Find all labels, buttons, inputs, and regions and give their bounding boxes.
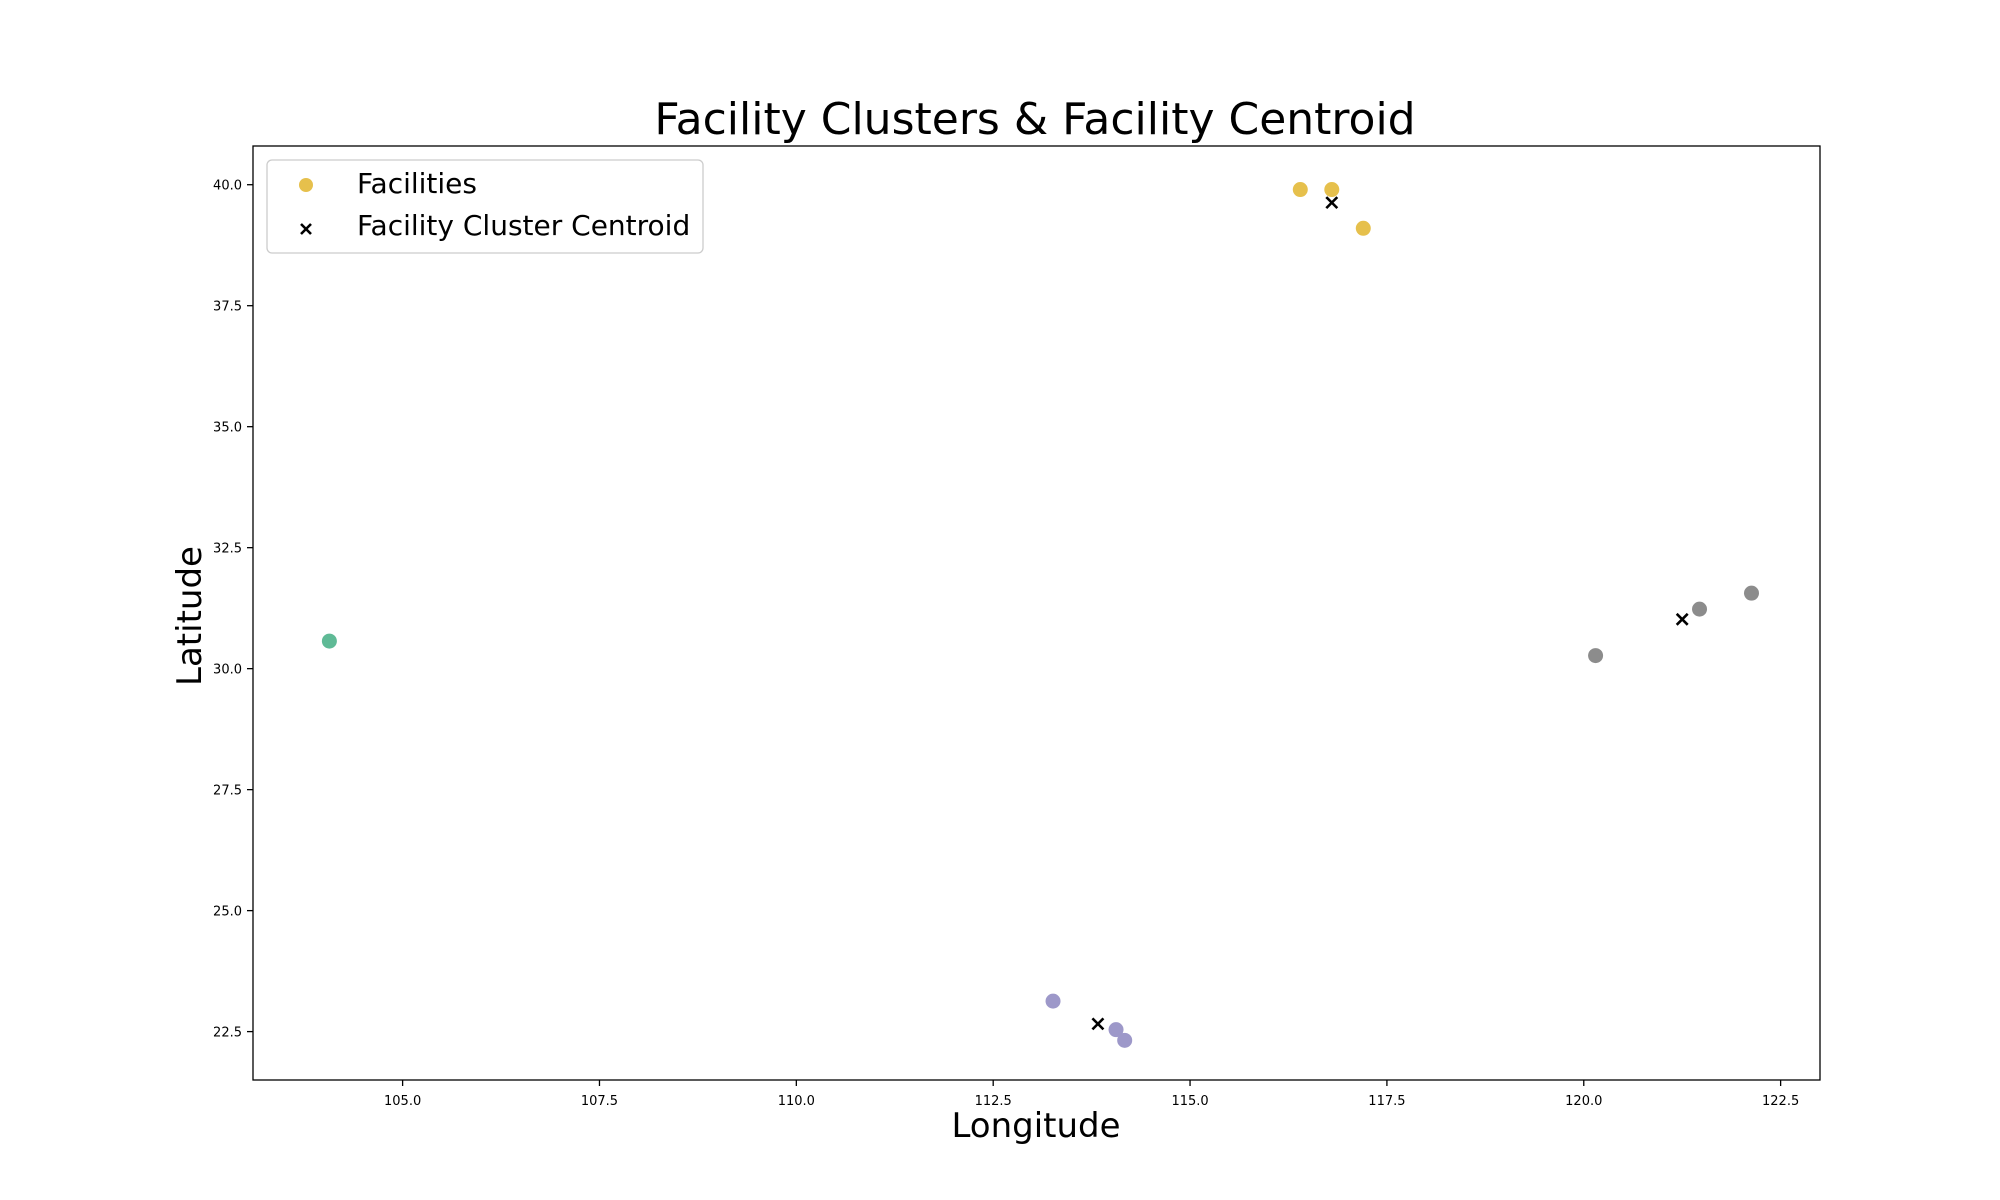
x-tick-label: 105.0 — [384, 1094, 421, 1109]
facility-point — [1355, 220, 1371, 236]
x-tick-label: 122.5 — [1762, 1094, 1799, 1109]
legend: Facilities Facility Cluster Centroid — [266, 159, 704, 254]
facility-point — [1588, 648, 1604, 664]
legend-facilities-label: Facilities — [357, 167, 477, 200]
y-tick-label: 22.5 — [213, 1026, 242, 1041]
centroid-marker — [1675, 612, 1689, 626]
centroid-marker — [1091, 1017, 1105, 1031]
y-axis-ticks: 22.5 25.0 27.5 30.0 32.5 35.0 37.5 40.0 — [213, 179, 253, 1041]
facility-point — [1292, 182, 1308, 198]
facility-point — [1117, 1032, 1133, 1048]
legend-centroid-marker — [300, 223, 312, 235]
y-tick-label: 32.5 — [213, 542, 242, 557]
legend-centroid-label: Facility Cluster Centroid — [357, 209, 690, 242]
x-tick-label: 117.5 — [1368, 1094, 1405, 1109]
x-tick-label: 110.0 — [778, 1094, 815, 1109]
x-tick-label: 120.0 — [1565, 1094, 1602, 1109]
legend-facilities-marker — [299, 178, 313, 192]
y-tick-label: 27.5 — [213, 784, 242, 799]
y-tick-label: 37.5 — [213, 300, 242, 315]
facility-point — [1743, 585, 1759, 601]
x-tick-label: 115.0 — [1171, 1094, 1208, 1109]
x-axis-ticks: 105.0 107.5 110.0 112.5 115.0 117.5 120.0 122.5 — [384, 1080, 1799, 1109]
y-tick-label: 30.0 — [213, 663, 242, 678]
facility-point — [1692, 601, 1708, 617]
y-tick-label: 35.0 — [213, 421, 242, 436]
facility-point — [1324, 182, 1340, 198]
y-axis-label: Latitude — [170, 546, 210, 686]
x-tick-label: 107.5 — [581, 1094, 618, 1109]
facility-point — [1108, 1022, 1124, 1038]
y-tick-label: 25.0 — [213, 905, 242, 920]
facility-point — [321, 633, 337, 649]
legend-box — [266, 159, 704, 254]
centroid-marker — [1325, 196, 1339, 210]
facility-point — [1045, 993, 1061, 1009]
chart-title: Facility Clusters & Facility Centroid — [654, 94, 1415, 145]
y-tick-label: 40.0 — [213, 179, 242, 194]
plot-points — [321, 182, 1759, 1048]
x-tick-label: 112.5 — [975, 1094, 1012, 1109]
plot-frame — [252, 145, 1821, 1081]
x-axis-label: Longitude — [951, 1106, 1120, 1146]
